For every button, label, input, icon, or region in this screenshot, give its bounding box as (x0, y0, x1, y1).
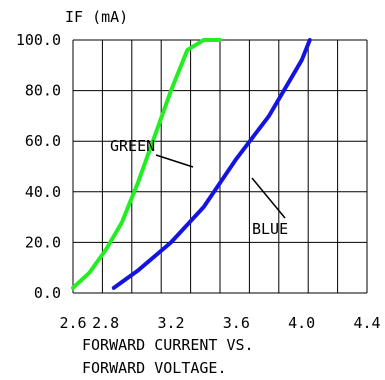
y-axis-title: IF (mA) (65, 8, 128, 26)
x-axis-title-line1: FORWARD CURRENT VS. (82, 336, 254, 354)
series-label-leader (155, 154, 194, 168)
y-tick-labels: 0.0 20.0 40.0 60.0 80.0 100.0 (16, 31, 61, 302)
x-tick-label: 2.8 (92, 314, 119, 332)
x-tick-labels: 2.6 2.8 3.2 3.6 4.0 4.4 (59, 314, 380, 332)
annotations: GREEN BLUE (110, 137, 288, 238)
y-tick-label: 0.0 (34, 284, 61, 302)
x-tick-label: 3.6 (223, 314, 250, 332)
x-tick-label: 4.0 (288, 314, 315, 332)
series-group (71, 38, 312, 290)
x-axis-title-line2: FORWARD VOLTAGE. (82, 359, 227, 377)
y-tick-label: 80.0 (25, 82, 61, 100)
series-label-green: GREEN (110, 137, 155, 155)
y-tick-label: 40.0 (25, 183, 61, 201)
series-line-blue (111, 38, 312, 290)
y-tick-label: 20.0 (25, 233, 61, 251)
series-line-green (71, 38, 222, 290)
series-label-blue: BLUE (252, 220, 288, 238)
y-tick-label: 100.0 (16, 31, 61, 49)
x-tick-label: 4.4 (353, 314, 380, 332)
x-tick-label: 2.6 (59, 314, 86, 332)
x-tick-label: 3.2 (157, 314, 184, 332)
grid (72, 39, 368, 294)
series-label-leader (251, 177, 286, 219)
y-tick-label: 60.0 (25, 132, 61, 150)
